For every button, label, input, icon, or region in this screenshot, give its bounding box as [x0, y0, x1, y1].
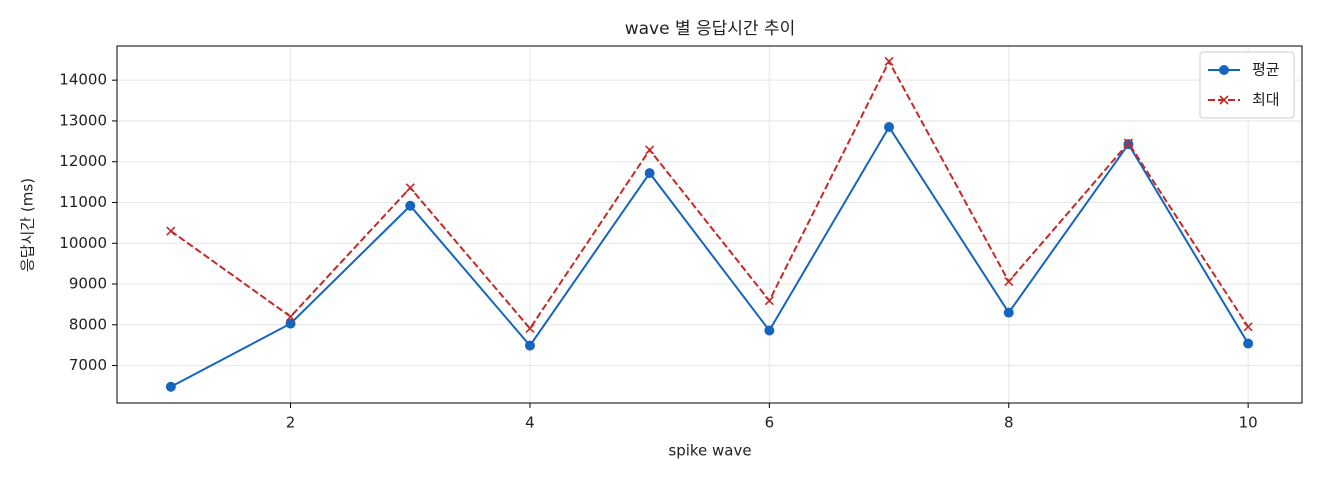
x-tick-label: 2 [286, 414, 296, 432]
marker [524, 340, 535, 351]
x-tick-label: 6 [765, 414, 775, 432]
marker [1003, 307, 1014, 318]
marker [1219, 95, 1229, 105]
marker-shape [645, 145, 655, 155]
marker [166, 226, 176, 236]
marker [1243, 322, 1253, 332]
y-tick-label: 14000 [59, 71, 107, 89]
y-tick-label: 8000 [69, 315, 107, 333]
marker-shape [405, 183, 415, 193]
y-axis-label: 응답시간 (ms) [19, 178, 37, 272]
marker [285, 312, 296, 322]
marker [165, 381, 176, 392]
marker [405, 200, 416, 211]
chart-title: wave 별 응답시간 추이 [625, 19, 796, 39]
marker [764, 296, 774, 306]
marker-shape [1123, 138, 1134, 148]
marker [884, 56, 894, 66]
marker-shape [525, 323, 535, 334]
marker [285, 318, 296, 329]
x-tick-label: 4 [525, 414, 535, 432]
marker [645, 145, 655, 155]
plot-frame [116, 45, 1303, 404]
x-tick-label: 10 [1239, 414, 1258, 432]
marker [1004, 277, 1014, 287]
marker [884, 122, 895, 133]
y-tick-label: 11000 [59, 193, 107, 211]
marker-shape [1219, 95, 1229, 105]
marker [1123, 138, 1134, 148]
legend-label: 평균 [1252, 61, 1280, 79]
y-tick-label: 10000 [59, 234, 107, 252]
marker-shape [285, 312, 296, 322]
marker-shape [166, 226, 176, 236]
marker-shape [1243, 322, 1253, 332]
marker [644, 168, 655, 179]
legend-box [1199, 51, 1295, 119]
marker [1219, 65, 1229, 75]
series-line [170, 125, 1249, 388]
marker [1243, 338, 1254, 349]
marker [405, 183, 415, 193]
series-line [170, 59, 1249, 331]
marker-shape [1004, 277, 1014, 287]
marker [764, 325, 775, 336]
legend-label: 최대 [1252, 91, 1280, 109]
y-tick-label: 9000 [69, 275, 107, 293]
marker [525, 323, 535, 334]
x-axis-label: spike wave [668, 442, 751, 460]
x-tick-label: 8 [1004, 414, 1014, 432]
marker-shape [764, 296, 774, 306]
marker-shape [884, 56, 894, 66]
y-tick-label: 12000 [59, 152, 107, 170]
y-tick-label: 13000 [59, 111, 107, 129]
y-tick-label: 7000 [69, 356, 107, 374]
